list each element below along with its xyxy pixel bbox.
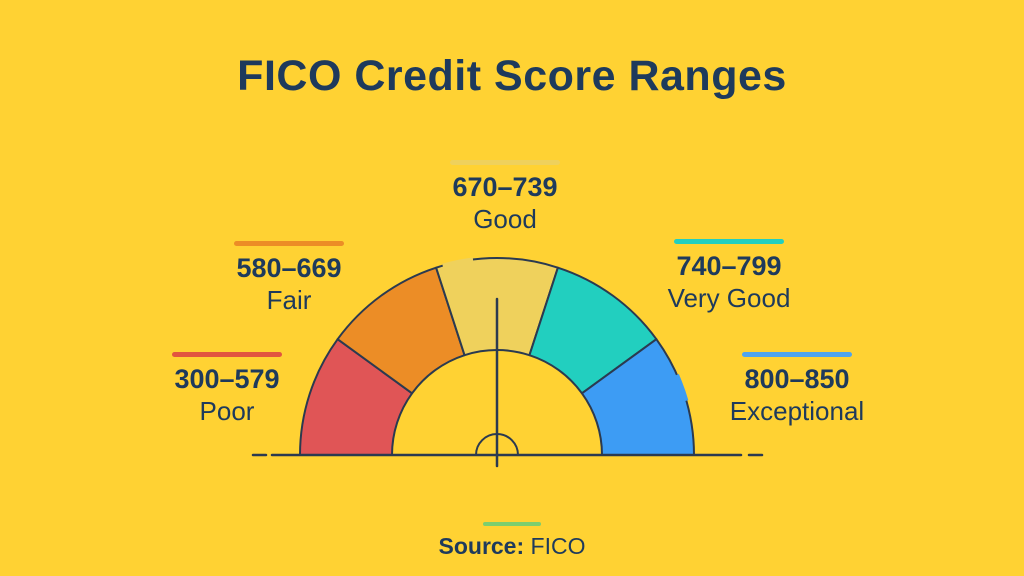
source-accent-line xyxy=(483,522,541,526)
segment-label-poor: 300–579 Poor xyxy=(142,352,312,427)
source-note: Source: FICO xyxy=(412,522,612,559)
segment-color-bar xyxy=(674,239,784,244)
segment-color-bar xyxy=(450,160,560,165)
segment-color-bar xyxy=(742,352,852,357)
segment-color-bar xyxy=(234,241,344,246)
segment-range: 740–799 xyxy=(676,251,782,281)
source-value: FICO xyxy=(530,533,586,559)
segment-label-fair: 580–669 Fair xyxy=(204,241,374,316)
segment-range: 300–579 xyxy=(174,364,280,394)
segment-range: 670–739 xyxy=(452,172,558,202)
segment-name: Fair xyxy=(266,285,312,316)
segment-name: Exceptional xyxy=(729,396,865,427)
segment-range: 800–850 xyxy=(744,364,850,394)
source-text: Source: FICO xyxy=(412,533,612,559)
segment-label-very-good: 740–799 Very Good xyxy=(644,239,814,314)
segment-label-good: 670–739 Good xyxy=(420,160,590,235)
segment-name: Good xyxy=(473,204,537,235)
source-prefix: Source: xyxy=(438,533,525,559)
segment-label-exceptional: 800–850 Exceptional xyxy=(712,352,882,427)
segment-color-bar xyxy=(172,352,282,357)
segment-range: 580–669 xyxy=(236,253,342,283)
segment-name: Very Good xyxy=(667,283,791,314)
segment-name: Poor xyxy=(199,396,255,427)
page-title: FICO Credit Score Ranges xyxy=(237,52,787,100)
